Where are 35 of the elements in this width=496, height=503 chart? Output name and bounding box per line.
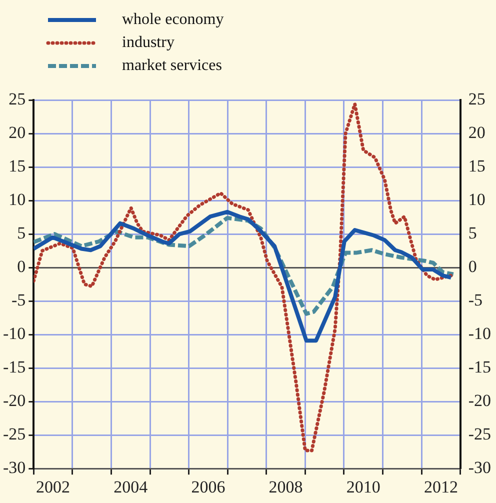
x-tick-label: 2010 (346, 477, 380, 496)
y2-tick-label: -25 (468, 424, 492, 444)
y-tick-label: 15 (8, 156, 26, 176)
y2-tick-label: 20 (468, 122, 486, 142)
y-tick-label: 10 (8, 190, 26, 209)
y-tick-label: 25 (8, 89, 26, 108)
x-tick-label: 2002 (36, 477, 70, 496)
legend-label: industry (122, 33, 174, 53)
x-tick-label: 2004 (114, 477, 148, 496)
y2-tick-label: -10 (468, 324, 492, 344)
y2-tick-label: 0 (468, 257, 477, 276)
y2-tick-label: -30 (468, 458, 492, 478)
y2-tick-label: 25 (468, 89, 486, 108)
y2-tick-label: -20 (468, 391, 492, 410)
y-tick-label: -15 (2, 358, 26, 377)
y2-tick-label: 10 (468, 190, 486, 209)
y-tick-label: 0 (17, 257, 26, 276)
legend-label: market services (122, 56, 222, 76)
y-tick-label: -25 (2, 424, 26, 444)
line-series (34, 102, 453, 452)
x-tick-label: 2012 (424, 477, 458, 496)
y-tick-label: -10 (2, 324, 26, 344)
y-tick-label: 20 (8, 122, 26, 142)
y2-tick-label: 15 (468, 156, 486, 176)
legend-label: whole economy (122, 10, 224, 30)
y2-tick-label: -5 (468, 290, 483, 310)
y2-tick-label: -15 (468, 358, 492, 377)
y-tick-label: -30 (2, 458, 26, 478)
y-tick-label: -20 (2, 391, 26, 410)
x-tick-label: 2008 (268, 477, 303, 496)
x-tick-label: 2006 (191, 477, 226, 496)
line-series (34, 216, 456, 316)
y-tick-label: -5 (11, 290, 26, 310)
y-tick-label: 5 (17, 224, 26, 243)
y2-tick-label: 5 (468, 224, 477, 243)
